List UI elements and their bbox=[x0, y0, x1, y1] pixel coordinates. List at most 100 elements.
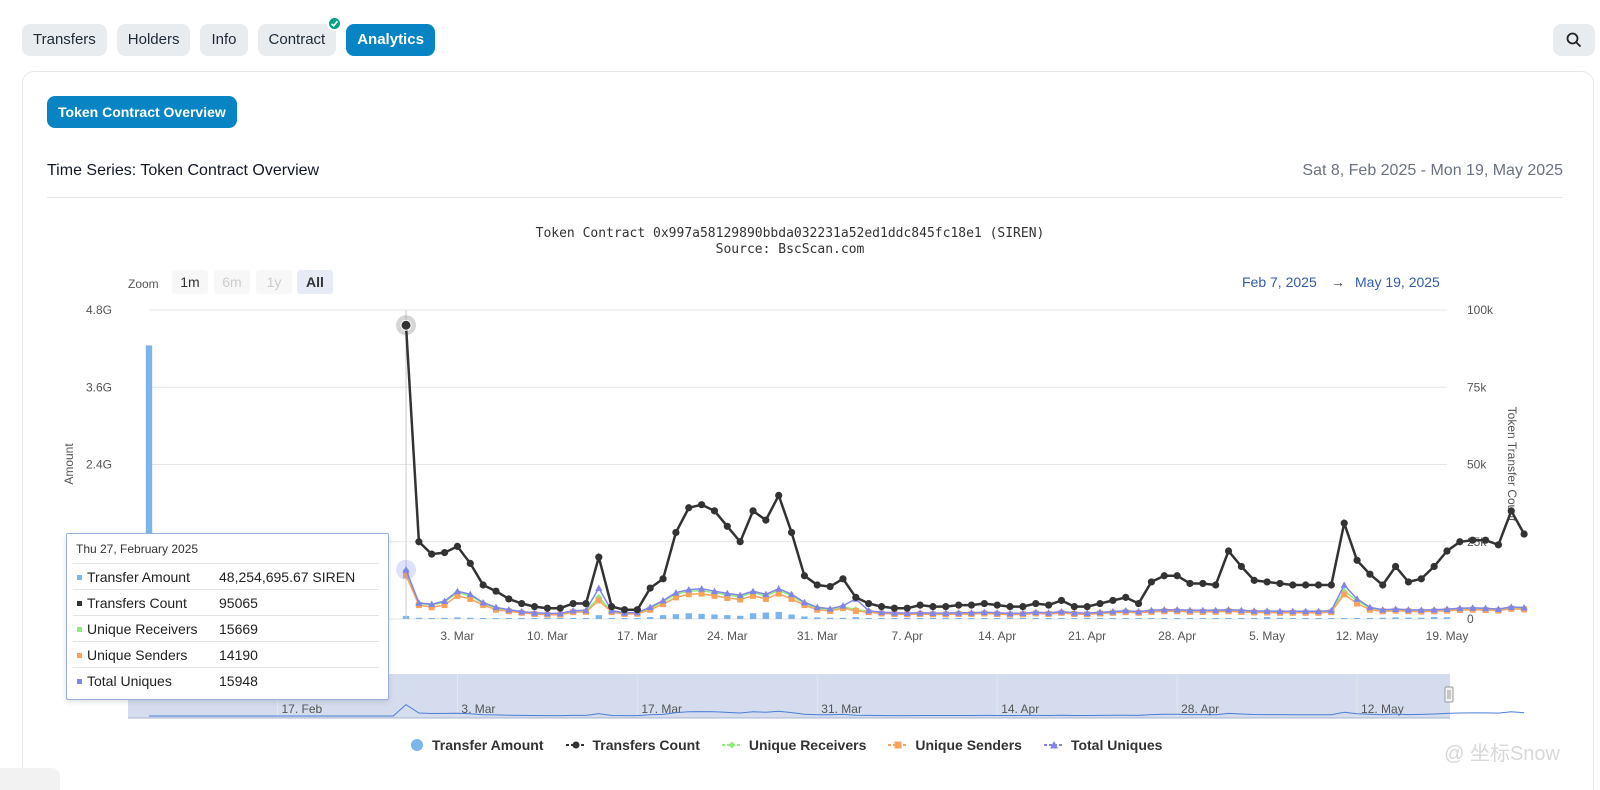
legend-item-transfer-amount[interactable]: Transfer Amount bbox=[409, 737, 544, 753]
total-uniques-point bbox=[402, 566, 410, 573]
transfers-count-point bbox=[1327, 581, 1335, 589]
series-marker bbox=[77, 652, 82, 658]
transfer-amount-bar bbox=[1443, 617, 1451, 619]
unique-senders-point bbox=[852, 607, 859, 614]
token-contract-overview-button[interactable]: Token Contract Overview bbox=[47, 96, 237, 128]
transfer-amount-bar bbox=[1071, 618, 1078, 619]
transfers-count-point bbox=[620, 606, 629, 614]
transfers-count-point bbox=[1314, 581, 1323, 589]
total-uniques-point bbox=[556, 609, 564, 617]
zoom-button-6m[interactable]: 6m bbox=[214, 270, 250, 294]
unique-senders-point bbox=[788, 595, 795, 602]
total-uniques-point bbox=[569, 607, 577, 614]
series-marker bbox=[77, 574, 82, 580]
transfer-amount-bar bbox=[788, 614, 795, 619]
x-tick-label: 28. Apr bbox=[1158, 629, 1196, 643]
x-tick-label: 21. Apr bbox=[1068, 629, 1106, 643]
chart-subtitle: Source: BscScan.com bbox=[716, 242, 865, 257]
legend-item-unique-receivers[interactable]: Unique Receivers bbox=[721, 737, 866, 753]
range-to-input[interactable]: May 19, 2025 bbox=[1355, 274, 1440, 290]
zoom-button-bg bbox=[214, 270, 250, 294]
navigator-tick-label: 17. Mar bbox=[641, 702, 682, 716]
total-uniques-point bbox=[865, 607, 873, 614]
total-uniques-point bbox=[877, 608, 886, 616]
transfers-count-point bbox=[1160, 572, 1168, 580]
transfer-amount-bar bbox=[479, 618, 487, 619]
transfer-amount-bar bbox=[582, 618, 590, 619]
tab-contract[interactable]: Contract bbox=[257, 16, 343, 56]
navigator-handle-right[interactable] bbox=[1444, 686, 1454, 703]
transfers-count-point bbox=[1340, 519, 1348, 527]
legend-item-total-uniques[interactable]: Total Uniques bbox=[1043, 737, 1162, 753]
unique-senders-point bbox=[454, 592, 461, 599]
tab-info[interactable]: Info bbox=[200, 24, 248, 56]
total-uniques-point bbox=[1045, 609, 1053, 616]
transfers-count-point bbox=[903, 604, 911, 612]
total-uniques-point bbox=[749, 587, 757, 595]
transfers-count-point bbox=[980, 599, 988, 608]
transfers-count-point bbox=[1057, 596, 1066, 605]
total-uniques-point bbox=[1006, 609, 1014, 617]
transfers-count-point bbox=[813, 581, 821, 589]
transfer-amount-bar bbox=[904, 618, 911, 619]
range-from-input[interactable]: Feb 7, 2025 bbox=[1242, 274, 1317, 290]
transfer-amount-bar bbox=[1186, 618, 1194, 619]
transfer-amount-bar bbox=[1276, 617, 1284, 619]
total-uniques-line bbox=[405, 569, 1525, 615]
total-uniques-point bbox=[466, 590, 474, 598]
tab-holders[interactable]: Holders bbox=[116, 24, 191, 56]
total-uniques-point bbox=[1160, 606, 1168, 613]
total-uniques-point bbox=[608, 607, 616, 614]
total-uniques-point bbox=[800, 598, 809, 606]
total-uniques-point bbox=[1083, 609, 1091, 617]
transfers-count-point bbox=[1045, 601, 1053, 609]
total-uniques-point bbox=[736, 591, 744, 599]
transfer-amount-bar bbox=[1405, 617, 1412, 619]
transfer-amount-bar bbox=[454, 617, 461, 619]
transfer-amount-bar bbox=[1212, 618, 1219, 619]
tab-transfers[interactable]: Transfers bbox=[22, 24, 107, 56]
total-uniques-point bbox=[582, 606, 590, 614]
total-uniques-point bbox=[1134, 607, 1143, 615]
total-uniques-point bbox=[518, 607, 526, 615]
legend-item-unique-senders[interactable]: Unique Senders bbox=[888, 737, 1022, 753]
total-uniques-point bbox=[1379, 606, 1387, 613]
zoom-button-1y[interactable]: 1y bbox=[256, 270, 292, 294]
transfers-count-point bbox=[967, 601, 976, 609]
unique-senders-point bbox=[1341, 591, 1348, 598]
tooltip-label: Total Uniques bbox=[87, 673, 172, 689]
tooltip-row-unique-receivers: Unique Receivers 15669 bbox=[73, 615, 379, 641]
navigator-series-line bbox=[149, 703, 1525, 717]
total-uniques-point bbox=[903, 609, 911, 617]
total-uniques-point bbox=[428, 600, 436, 608]
transfers-count-point bbox=[1276, 579, 1284, 588]
search-button[interactable] bbox=[1553, 24, 1595, 56]
total-uniques-point bbox=[1276, 607, 1284, 615]
unique-senders-point bbox=[467, 595, 474, 602]
tab-analytics[interactable]: Analytics bbox=[346, 24, 435, 56]
transfers-count-point bbox=[466, 559, 474, 567]
total-uniques-point bbox=[955, 609, 963, 616]
transfers-count-point bbox=[826, 582, 834, 591]
legend-item-transfers-count[interactable]: Transfers Count bbox=[565, 737, 700, 753]
transfers-count-point bbox=[1366, 570, 1374, 578]
transfers-count-point bbox=[1379, 581, 1387, 589]
unique-senders-point bbox=[698, 590, 705, 597]
transfers-count-point bbox=[775, 491, 783, 499]
transfers-count-point bbox=[569, 599, 577, 608]
transfer-amount-bar bbox=[1199, 618, 1207, 619]
transfers-count-point bbox=[1173, 572, 1181, 580]
legend-label: Transfer Amount bbox=[432, 737, 544, 753]
transfers-count-point bbox=[942, 603, 950, 611]
transfer-amount-bar bbox=[1045, 618, 1052, 619]
zoom-button-1m[interactable]: 1m bbox=[172, 270, 208, 294]
total-uniques-point bbox=[1456, 604, 1464, 612]
transfers-count-point bbox=[672, 528, 680, 537]
chart-tooltip: Thu 27, February 2025 Transfer Amount 48… bbox=[66, 533, 389, 700]
total-uniques-point bbox=[1443, 605, 1451, 612]
transfers-count-point bbox=[890, 604, 898, 612]
zoom-button-All[interactable]: All bbox=[297, 270, 333, 294]
hover-point bbox=[400, 319, 412, 331]
transfers-count-point bbox=[1302, 581, 1310, 589]
transfers-count-point bbox=[1391, 562, 1400, 571]
